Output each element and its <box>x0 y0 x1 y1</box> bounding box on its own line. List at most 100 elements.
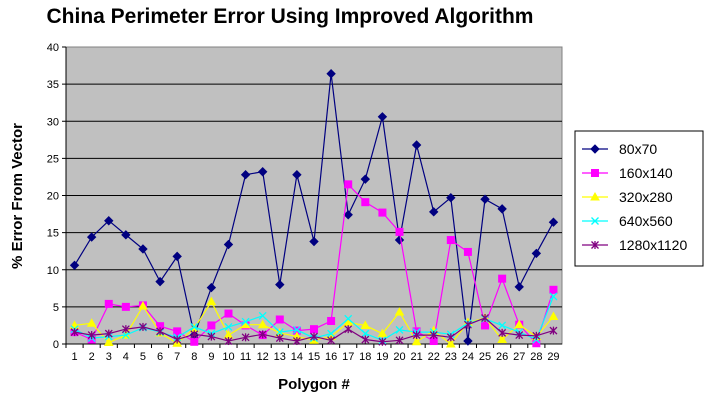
x-tick-label: 8 <box>191 351 197 363</box>
data-point <box>378 208 387 217</box>
data-point <box>498 274 507 283</box>
data-point <box>395 325 404 334</box>
data-point <box>224 309 233 318</box>
data-point <box>532 331 541 340</box>
data-point <box>258 311 267 320</box>
data-point <box>155 276 165 287</box>
data-point <box>309 236 319 247</box>
data-point <box>172 251 182 262</box>
x-tick-label: 4 <box>123 351 129 363</box>
data-point <box>549 326 558 335</box>
data-point <box>121 230 131 240</box>
data-point <box>310 332 318 341</box>
data-point <box>240 170 251 180</box>
data-point <box>548 311 559 321</box>
data-point <box>190 322 199 331</box>
x-tick-label: 14 <box>291 351 303 363</box>
data-point <box>70 328 79 337</box>
y-tick-label: 35 <box>47 79 59 91</box>
data-point <box>361 198 370 207</box>
legend-marker <box>591 169 599 177</box>
data-point <box>498 328 507 337</box>
x-tick-label: 20 <box>393 351 405 363</box>
x-tick-label: 9 <box>208 351 214 363</box>
data-point <box>257 167 268 177</box>
data-point <box>138 244 148 254</box>
data-point <box>498 321 507 330</box>
data-point <box>531 248 542 259</box>
data-point <box>343 210 353 220</box>
legend-marker <box>590 191 600 201</box>
data-point <box>446 193 456 203</box>
x-tick-label: 29 <box>547 351 559 363</box>
data-point <box>104 216 114 226</box>
x-tick-label: 21 <box>410 351 422 363</box>
y-tick-label: 20 <box>47 191 59 203</box>
data-point <box>173 327 182 336</box>
legend-entry: 1280x1120 <box>582 237 687 253</box>
data-point <box>327 316 336 325</box>
data-point <box>463 320 472 329</box>
data-point <box>361 335 370 344</box>
data-point <box>104 329 113 338</box>
data-point <box>411 140 422 150</box>
data-point <box>412 331 421 340</box>
data-point <box>395 227 404 236</box>
data-point <box>549 285 558 294</box>
series-group <box>69 69 559 348</box>
data-point <box>241 317 250 326</box>
data-point <box>360 320 371 329</box>
legend-label: 160x140 <box>619 165 673 181</box>
x-tick-label: 3 <box>106 351 112 363</box>
data-point <box>344 314 353 323</box>
x-axis-ticks: 1 2 3 4 5 6 7 8 9 10 11 12 13 14 15 16 17 18 19 20 21 22 23 24 2… <box>65 344 560 363</box>
legend-entry: 320x280 <box>582 189 673 205</box>
data-point <box>224 322 233 331</box>
x-tick-label: 19 <box>376 351 388 363</box>
x-axis-title: Polygon # <box>278 376 350 393</box>
data-point <box>258 330 267 339</box>
data-point <box>394 307 405 316</box>
data-point <box>69 260 80 271</box>
data-point <box>275 328 284 337</box>
data-point <box>121 331 130 340</box>
data-point <box>497 204 507 214</box>
chart-title: China Perimeter Error Using Improved Alg… <box>47 5 534 28</box>
x-tick-label: 1 <box>71 351 77 363</box>
data-point <box>514 282 524 292</box>
data-point <box>224 337 233 346</box>
data-point <box>532 339 541 348</box>
data-point <box>395 336 404 345</box>
legend-label: 80x70 <box>619 141 657 157</box>
data-point <box>360 174 371 184</box>
data-point <box>292 325 301 334</box>
legend-label: 640x560 <box>619 213 673 229</box>
data-point <box>463 247 472 256</box>
data-point <box>257 319 268 329</box>
data-point <box>156 327 165 336</box>
data-point <box>86 318 97 327</box>
legend-entry: 80x70 <box>582 141 657 157</box>
data-point <box>86 232 97 242</box>
x-tick-label: 18 <box>359 351 371 363</box>
y-tick-label: 0 <box>53 339 59 351</box>
data-point <box>121 325 130 334</box>
data-point <box>121 302 130 311</box>
data-point <box>327 336 336 345</box>
data-point <box>103 337 114 347</box>
data-point <box>207 332 216 341</box>
x-tick-label: 11 <box>240 351 251 363</box>
data-point <box>481 321 490 330</box>
x-tick-label: 10 <box>222 351 234 363</box>
y-tick-label: 10 <box>47 265 59 277</box>
y-tick-label: 15 <box>47 228 59 240</box>
data-point <box>429 331 438 340</box>
data-point <box>207 321 216 330</box>
data-point <box>292 170 302 180</box>
data-point <box>241 333 250 342</box>
data-point <box>377 328 388 338</box>
data-point <box>275 279 285 290</box>
data-point <box>446 236 455 245</box>
legend-marker <box>591 217 599 225</box>
data-point <box>275 315 284 324</box>
